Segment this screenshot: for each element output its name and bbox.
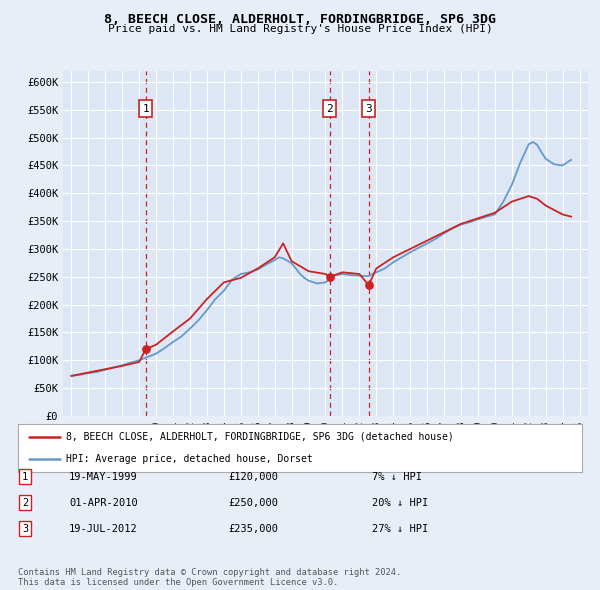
Text: 20% ↓ HPI: 20% ↓ HPI xyxy=(372,498,428,507)
Text: Price paid vs. HM Land Registry's House Price Index (HPI): Price paid vs. HM Land Registry's House … xyxy=(107,24,493,34)
Text: 3: 3 xyxy=(365,104,372,114)
Text: 3: 3 xyxy=(22,524,28,533)
Text: 1: 1 xyxy=(142,104,149,114)
Point xyxy=(364,280,373,290)
Point xyxy=(141,345,151,354)
Text: £250,000: £250,000 xyxy=(228,498,278,507)
Text: 2: 2 xyxy=(22,498,28,507)
Text: Contains HM Land Registry data © Crown copyright and database right 2024.
This d: Contains HM Land Registry data © Crown c… xyxy=(18,568,401,587)
Text: 27% ↓ HPI: 27% ↓ HPI xyxy=(372,524,428,533)
Text: 8, BEECH CLOSE, ALDERHOLT, FORDINGBRIDGE, SP6 3DG (detached house): 8, BEECH CLOSE, ALDERHOLT, FORDINGBRIDGE… xyxy=(66,432,454,442)
Text: 8, BEECH CLOSE, ALDERHOLT, FORDINGBRIDGE, SP6 3DG: 8, BEECH CLOSE, ALDERHOLT, FORDINGBRIDGE… xyxy=(104,13,496,26)
Point xyxy=(325,272,335,281)
Text: £120,000: £120,000 xyxy=(228,472,278,481)
Text: 19-MAY-1999: 19-MAY-1999 xyxy=(69,472,138,481)
Text: HPI: Average price, detached house, Dorset: HPI: Average price, detached house, Dors… xyxy=(66,454,313,464)
Text: 2: 2 xyxy=(326,104,333,114)
Text: 1: 1 xyxy=(22,472,28,481)
Text: 01-APR-2010: 01-APR-2010 xyxy=(69,498,138,507)
Text: £235,000: £235,000 xyxy=(228,524,278,533)
Text: 19-JUL-2012: 19-JUL-2012 xyxy=(69,524,138,533)
Text: 7% ↓ HPI: 7% ↓ HPI xyxy=(372,472,422,481)
